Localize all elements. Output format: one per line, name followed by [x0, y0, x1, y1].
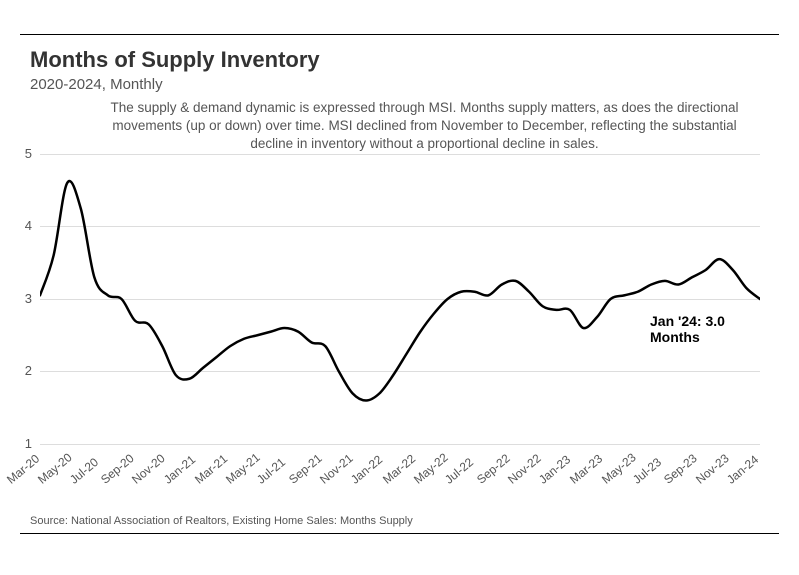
- y-tick-label: 3: [18, 291, 32, 306]
- y-tick-label: 2: [18, 363, 32, 378]
- gridline: [40, 444, 760, 445]
- chart-frame: Months of Supply Inventory 2020-2024, Mo…: [20, 34, 779, 534]
- chart-subtitle: 2020-2024, Monthly: [30, 76, 779, 93]
- x-tick-label: Sep-22: [474, 451, 513, 487]
- x-tick-label: Nov-21: [317, 451, 356, 487]
- x-tick-label: Jan-24: [724, 452, 761, 486]
- x-tick-label: Nov-22: [505, 451, 544, 487]
- x-tick-label: Jan-22: [348, 452, 385, 486]
- x-tick-label: Jan-23: [536, 452, 573, 486]
- data-callout: Jan '24: 3.0 Months: [650, 313, 760, 345]
- x-axis-labels: Mar-20May-20Jul-20Sep-20Nov-20Jan-21Mar-…: [40, 446, 760, 501]
- x-tick-label: Sep-23: [661, 451, 700, 487]
- top-rule: [20, 34, 779, 35]
- chart-description: The supply & demand dynamic is expressed…: [110, 99, 739, 154]
- x-tick-label: May-22: [411, 450, 451, 486]
- x-tick-label: May-23: [599, 450, 639, 486]
- chart-source: Source: National Association of Realtors…: [30, 515, 779, 527]
- line-series: [40, 154, 760, 444]
- plot-area: Jan '24: 3.0 Months: [40, 154, 760, 444]
- x-tick-label: Nov-20: [129, 451, 168, 487]
- y-tick-label: 1: [18, 436, 32, 451]
- x-tick-label: Mar-21: [192, 451, 230, 486]
- y-tick-label: 4: [18, 218, 32, 233]
- bottom-rule: [20, 533, 779, 534]
- x-tick-label: Mar-23: [567, 451, 605, 486]
- chart-title: Months of Supply Inventory: [30, 47, 779, 73]
- chart-area: 12345 Jan '24: 3.0 Months Mar-20May-20Ju…: [20, 154, 779, 509]
- x-tick-label: Sep-20: [98, 451, 137, 487]
- x-tick-label: Nov-23: [693, 451, 732, 487]
- x-tick-label: May-21: [223, 450, 263, 486]
- x-tick-label: Sep-21: [286, 451, 325, 487]
- x-tick-label: May-20: [35, 450, 75, 486]
- y-tick-label: 5: [18, 146, 32, 161]
- x-tick-label: Mar-22: [380, 451, 418, 486]
- x-tick-label: Mar-20: [4, 451, 42, 486]
- x-tick-label: Jan-21: [161, 452, 198, 486]
